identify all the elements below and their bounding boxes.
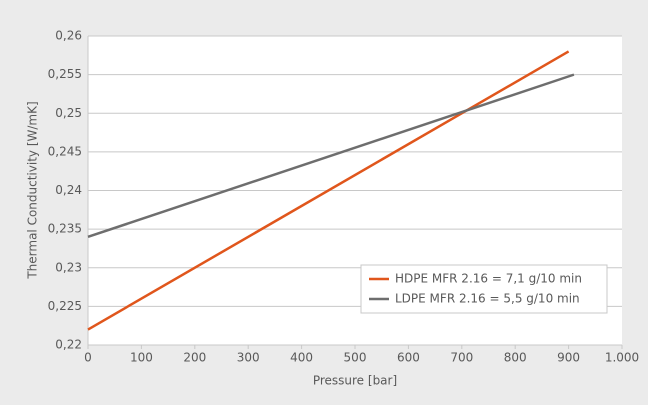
x-tick-label: 300 (237, 351, 260, 365)
series-line (87, 50, 570, 331)
y-tick-label: 0,26 (55, 29, 82, 43)
y-tick-label: 0,25 (55, 106, 82, 120)
x-tick-label: 600 (397, 351, 420, 365)
x-tick-label: 900 (557, 351, 580, 365)
series-line (87, 73, 575, 239)
x-tick-label: 800 (504, 351, 527, 365)
legend-label: HDPE MFR 2.16 = 7,1 g/10 min (395, 272, 582, 286)
y-tick-label: 0,24 (55, 183, 82, 197)
y-tick-label: 0,225 (48, 299, 82, 313)
y-tick-label: 0,23 (55, 260, 82, 274)
x-tick-label: 700 (450, 351, 473, 365)
legend-label: LDPE MFR 2.16 = 5,5 g/10 min (395, 292, 580, 306)
y-tick-label: 0,22 (55, 338, 82, 352)
x-axis-label: Pressure [bar] (313, 374, 397, 388)
y-axis-label: Thermal Conductivity [W/mK] (26, 101, 40, 279)
y-tick-label: 0,235 (48, 222, 82, 236)
y-tick-label: 0,245 (48, 144, 82, 158)
x-tick-label: 400 (290, 351, 313, 365)
x-tick-label: 200 (183, 351, 206, 365)
x-tick-label: 500 (344, 351, 367, 365)
legend-box (360, 264, 608, 314)
x-tick-label: 1.000 (605, 351, 639, 365)
x-tick-label: 100 (130, 351, 153, 365)
x-tick-label: 0 (84, 351, 92, 365)
y-tick-label: 0,255 (48, 67, 82, 81)
